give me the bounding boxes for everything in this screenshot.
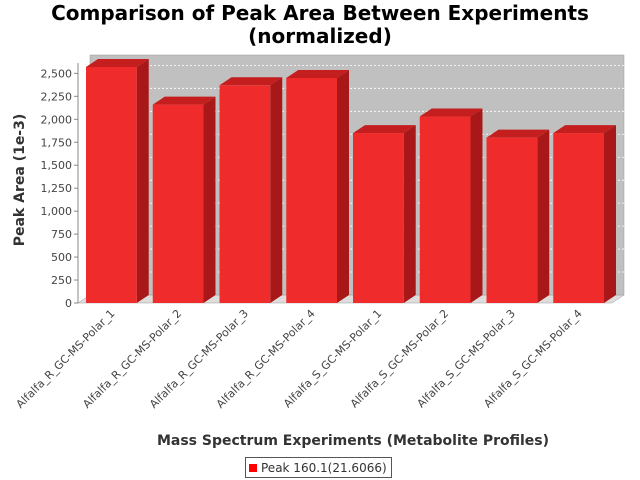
bar xyxy=(486,129,550,303)
bar-side xyxy=(537,129,550,303)
bar-front xyxy=(353,133,404,303)
bar xyxy=(553,125,616,304)
bar xyxy=(152,96,216,303)
bar-side xyxy=(470,108,483,303)
bar-front xyxy=(553,133,604,303)
y-tick-label: 2,500 xyxy=(41,67,73,80)
y-tick-label: 2,000 xyxy=(41,113,73,126)
bar xyxy=(286,69,349,304)
y-axis-label: Peak Area (1e-3) xyxy=(12,114,28,247)
y-tick-label: 1,500 xyxy=(41,159,73,172)
y-tick-label: 1,000 xyxy=(41,205,73,218)
bar xyxy=(86,58,149,304)
bar-top xyxy=(86,58,149,67)
y-tick-label: 1,750 xyxy=(41,136,73,149)
legend-swatch xyxy=(249,463,257,472)
bar xyxy=(353,125,416,304)
bar-top xyxy=(353,125,416,134)
bar-side xyxy=(603,125,616,304)
x-axis: Alfalfa_R_GC-MS-Polar_1Alfalfa_R_GC-MS-P… xyxy=(14,307,585,411)
bars xyxy=(86,58,616,304)
bar-top xyxy=(486,129,550,138)
bar-side xyxy=(203,96,216,303)
chart-title: Comparison of Peak Area Between Experime… xyxy=(0,2,640,48)
chart-title-line-2: (normalized) xyxy=(248,24,392,48)
chart-title-line-1: Comparison of Peak Area Between Experime… xyxy=(51,1,589,25)
bar-top xyxy=(152,96,216,105)
y-tick-label: 1,250 xyxy=(41,182,73,195)
bar-front xyxy=(86,66,137,304)
x-axis-label: Mass Spectrum Experiments (Metabolite Pr… xyxy=(157,433,549,449)
bar-top xyxy=(553,125,616,134)
bar-front xyxy=(152,104,204,303)
bar-top xyxy=(419,108,483,117)
y-axis: 0 250 500 750 1,000 1,250 1,500 1,750 2,000 2,250… xyxy=(41,63,79,310)
y-tick-label: 250 xyxy=(51,274,72,287)
bar-top xyxy=(219,77,283,86)
y-tick-label: 750 xyxy=(51,228,72,241)
bar-side xyxy=(270,77,283,303)
bar xyxy=(219,77,283,303)
bar xyxy=(419,108,483,303)
bar-front xyxy=(419,116,471,303)
y-tick-label: 2,250 xyxy=(41,90,73,103)
legend-label: Peak 160.1(21.6066) xyxy=(261,460,387,475)
bar-side xyxy=(336,69,349,304)
y-tick-label: 500 xyxy=(51,251,72,264)
bar-front xyxy=(219,85,271,303)
bar-side xyxy=(403,125,416,304)
bar-side xyxy=(136,58,149,304)
bar-front xyxy=(286,77,337,304)
bar-front xyxy=(486,137,538,303)
legend: Peak 160.1(21.6066) xyxy=(245,457,392,478)
y-tick-label: 0 xyxy=(65,297,72,310)
bar-top xyxy=(286,69,349,78)
